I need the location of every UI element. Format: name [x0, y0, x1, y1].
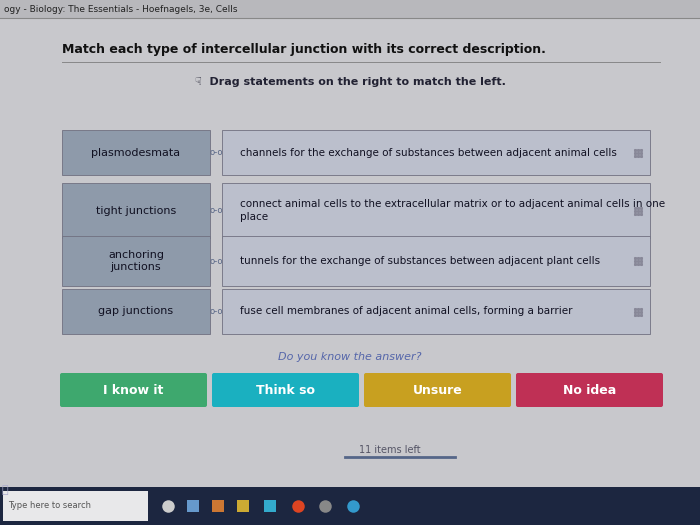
Text: ☟  Drag statements on the right to match the left.: ☟ Drag statements on the right to match … — [195, 77, 505, 87]
Text: plasmodesmata: plasmodesmata — [92, 148, 181, 158]
Text: channels for the exchange of substances between adjacent animal cells: channels for the exchange of substances … — [240, 148, 617, 158]
FancyBboxPatch shape — [516, 373, 663, 407]
Text: o-o: o-o — [209, 307, 223, 316]
Bar — [222, 236, 650, 286]
Bar — [62, 130, 210, 175]
FancyBboxPatch shape — [212, 373, 359, 407]
Bar — [62, 289, 210, 334]
Bar — [222, 130, 650, 175]
Text: I know it: I know it — [104, 383, 164, 396]
Bar — [62, 183, 210, 238]
FancyBboxPatch shape — [60, 373, 207, 407]
Text: tight junctions: tight junctions — [96, 205, 176, 215]
Text: Type here to search: Type here to search — [8, 501, 91, 510]
Bar — [0, 0, 700, 18]
Text: Unsure: Unsure — [412, 383, 463, 396]
Text: o-o: o-o — [209, 148, 223, 157]
Bar — [3, 491, 148, 521]
Text: ogy - Biology: The Essentials - Hoefnagels, 3e, Cells: ogy - Biology: The Essentials - Hoefnage… — [4, 5, 237, 14]
Text: Think so: Think so — [256, 383, 315, 396]
Text: 🗋: 🗋 — [2, 485, 8, 495]
Text: o-o: o-o — [209, 257, 223, 266]
Bar — [222, 289, 650, 334]
Text: gap junctions: gap junctions — [99, 307, 174, 317]
Bar — [62, 236, 210, 286]
FancyBboxPatch shape — [364, 373, 511, 407]
Text: No idea: No idea — [563, 383, 616, 396]
Text: tunnels for the exchange of substances between adjacent plant cells: tunnels for the exchange of substances b… — [240, 256, 600, 266]
Text: Match each type of intercellular junction with its correct description.: Match each type of intercellular junctio… — [62, 44, 546, 57]
Bar — [0, 487, 700, 525]
Text: o-o: o-o — [209, 206, 223, 215]
Text: connect animal cells to the extracellular matrix or to adjacent animal cells in : connect animal cells to the extracellula… — [240, 199, 665, 222]
Bar — [222, 183, 650, 238]
Text: 11 items left: 11 items left — [359, 445, 421, 455]
Text: anchoring
junctions: anchoring junctions — [108, 250, 164, 272]
Text: fuse cell membranes of adjacent animal cells, forming a barrier: fuse cell membranes of adjacent animal c… — [240, 307, 573, 317]
Text: Do you know the answer?: Do you know the answer? — [279, 352, 421, 362]
